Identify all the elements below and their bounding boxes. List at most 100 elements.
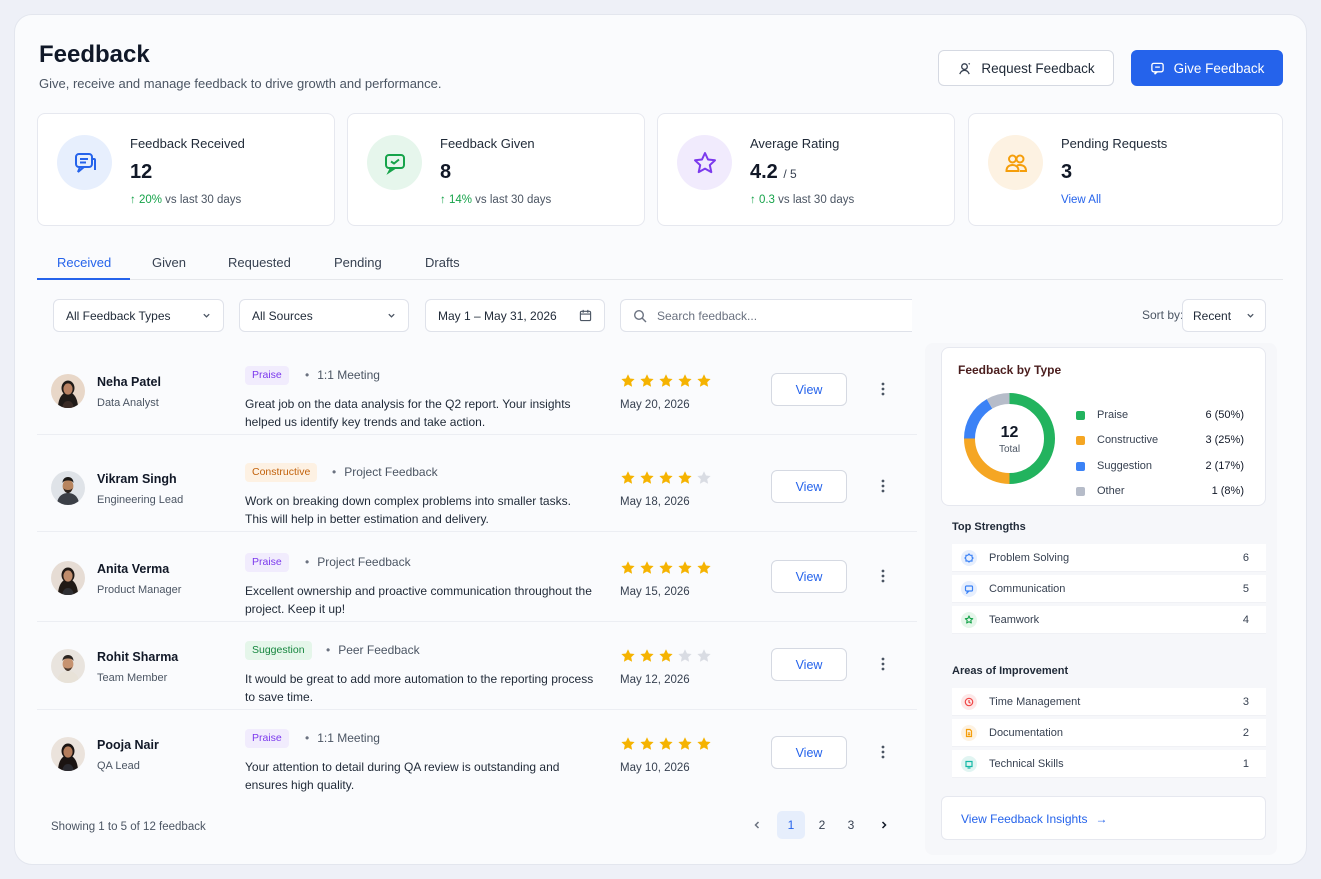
stat-trend: ↑ 20% vs last 30 days bbox=[130, 194, 241, 206]
rating-stars bbox=[620, 560, 712, 576]
trend-arrow-icon: ↑ bbox=[130, 194, 139, 206]
tab-given[interactable]: Given bbox=[152, 255, 186, 270]
star-empty-icon bbox=[697, 649, 711, 662]
request-feedback-button[interactable]: Request Feedback bbox=[938, 50, 1114, 86]
trend-arrow-icon: ↑ bbox=[440, 194, 449, 206]
feedback-type-tag: Praise bbox=[245, 366, 289, 385]
more-options-icon[interactable] bbox=[877, 656, 889, 672]
source-value: All Sources bbox=[252, 308, 313, 323]
more-options-icon[interactable] bbox=[877, 568, 889, 584]
star-filled-icon bbox=[659, 649, 673, 662]
trend-value: 0.3 bbox=[758, 194, 775, 206]
reviewer-name: Rohit Sharma bbox=[97, 650, 179, 664]
more-options-icon[interactable] bbox=[877, 744, 889, 760]
legend-value: 2 (17%) bbox=[1205, 460, 1244, 472]
strength-item: Problem Solving 6 bbox=[952, 544, 1266, 572]
view-button[interactable]: View bbox=[771, 560, 847, 593]
avatar bbox=[51, 471, 85, 505]
legend-item: Praise 6 (50%) bbox=[1076, 409, 1244, 423]
clock-icon bbox=[961, 694, 977, 710]
stat-card-given: Feedback Given 8 ↑ 14% vs last 30 days bbox=[347, 113, 645, 226]
view-all-link[interactable]: View All bbox=[1061, 194, 1102, 206]
tab-requested[interactable]: Requested bbox=[228, 255, 291, 270]
strength-name: Problem Solving bbox=[989, 552, 1070, 564]
feedback-type-tag: Praise bbox=[245, 729, 289, 748]
legend-item: Other 1 (8%) bbox=[1076, 485, 1244, 499]
arrow-right-icon: → bbox=[1095, 812, 1108, 826]
tab-received[interactable]: Received bbox=[57, 255, 112, 270]
trend-arrow-icon: ↑ bbox=[750, 194, 759, 206]
page-button[interactable]: 3 bbox=[847, 818, 855, 832]
improvement-item: Technical Skills 1 bbox=[952, 750, 1266, 778]
legend-value: 1 (8%) bbox=[1211, 485, 1244, 497]
rating-value: 4.2 bbox=[750, 161, 778, 183]
search-input[interactable] bbox=[657, 308, 897, 323]
give-feedback-label: Give Feedback bbox=[1173, 60, 1265, 76]
give-feedback-button[interactable]: Give Feedback bbox=[1131, 50, 1283, 86]
code-icon bbox=[961, 756, 977, 772]
legend-swatch bbox=[1076, 462, 1085, 471]
trend-text: vs last 30 days bbox=[774, 194, 855, 206]
avatar bbox=[51, 649, 85, 683]
legend-label: Constructive bbox=[1097, 434, 1159, 446]
tab-pending[interactable]: Pending bbox=[334, 255, 382, 270]
view-button[interactable]: View bbox=[771, 373, 847, 406]
request-feedback-label: Request Feedback bbox=[981, 60, 1095, 76]
avatar bbox=[51, 737, 85, 771]
document-icon bbox=[961, 725, 977, 741]
chevron-right-icon bbox=[881, 821, 887, 829]
page-button[interactable]: 1 bbox=[777, 811, 805, 839]
strength-count: 5 bbox=[1242, 583, 1249, 595]
donut-segment-other bbox=[986, 393, 1010, 409]
feedback-source: 1:1 Meeting bbox=[305, 368, 380, 382]
more-options-icon[interactable] bbox=[877, 381, 889, 397]
star-filled-icon bbox=[659, 374, 673, 387]
feedback-source: Project Feedback bbox=[332, 465, 437, 479]
feedback-message: Work on breaking down complex problems i… bbox=[245, 494, 571, 526]
feedback-type-select[interactable]: All Feedback Types bbox=[53, 299, 224, 332]
improvement-item: Documentation 2 bbox=[952, 719, 1266, 747]
feedback-type-tag: Constructive bbox=[245, 463, 318, 482]
view-button[interactable]: View bbox=[771, 648, 847, 681]
feedback-message: Excellent ownership and proactive commun… bbox=[245, 584, 592, 616]
reviewer-role: Product Manager bbox=[97, 584, 182, 596]
search-box bbox=[620, 299, 912, 332]
star-filled-icon bbox=[621, 561, 635, 574]
feedback-source: Peer Feedback bbox=[326, 643, 419, 657]
reviewer-role: Data Analyst bbox=[97, 397, 159, 409]
strength-name: Communication bbox=[989, 583, 1066, 595]
sort-select[interactable]: Recent bbox=[1182, 299, 1266, 332]
stat-value: 4.2 / 5 bbox=[750, 161, 797, 184]
feedback-message: Your attention to detail during QA revie… bbox=[245, 760, 560, 792]
feedback-page: Feedback Give, receive and manage feedba… bbox=[14, 14, 1307, 865]
star-filled-icon bbox=[697, 561, 711, 574]
chat-icon bbox=[57, 135, 112, 190]
donut-segment-suggestion bbox=[964, 399, 993, 439]
view-button[interactable]: View bbox=[771, 736, 847, 769]
star-filled-icon bbox=[697, 737, 711, 750]
stat-value: 8 bbox=[440, 161, 452, 183]
source-select[interactable]: All Sources bbox=[239, 299, 409, 332]
feedback-by-type-card: Feedback by Type 12 Total Praise 6 (50%) … bbox=[941, 347, 1266, 506]
star-filled-icon bbox=[621, 471, 635, 484]
page-button[interactable]: 2 bbox=[818, 818, 826, 832]
active-tab-indicator bbox=[37, 278, 130, 280]
star-filled-icon bbox=[659, 561, 673, 574]
improvement-name: Technical Skills bbox=[989, 758, 1064, 770]
stat-value: 12 bbox=[130, 161, 153, 183]
stat-card-received: Feedback Received 12 ↑ 20% vs last 30 da… bbox=[37, 113, 335, 226]
prev-page-button[interactable] bbox=[743, 811, 771, 839]
feedback-type-donut: 12 Total bbox=[964, 393, 1055, 484]
more-options-icon[interactable] bbox=[877, 478, 889, 494]
next-page-button[interactable] bbox=[870, 811, 898, 839]
stat-label: Pending Requests bbox=[1061, 136, 1168, 151]
view-button[interactable]: View bbox=[771, 470, 847, 503]
trend-value: 20% bbox=[138, 194, 162, 206]
improvement-item: Time Management 3 bbox=[952, 688, 1266, 716]
view-feedback-insights-link[interactable]: View Feedback Insights → bbox=[941, 796, 1266, 840]
date-range-picker[interactable]: May 1 – May 31, 2026 bbox=[425, 299, 605, 332]
star-icon bbox=[677, 135, 732, 190]
star-filled-icon bbox=[621, 737, 635, 750]
tab-drafts[interactable]: Drafts bbox=[425, 255, 460, 270]
sort-value: Recent bbox=[1193, 309, 1232, 323]
